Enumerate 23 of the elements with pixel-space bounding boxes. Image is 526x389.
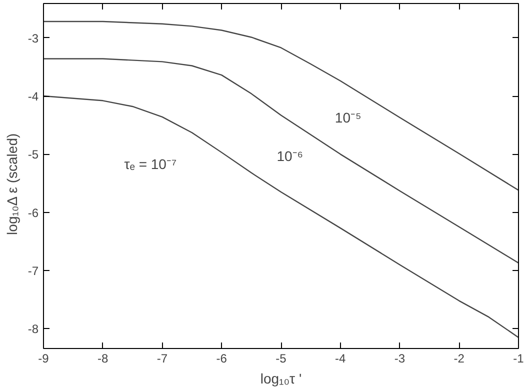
y-tick-label: -4 <box>28 90 39 104</box>
x-axis-title: log₁₀τ ' <box>260 370 302 386</box>
y-tick-label: -8 <box>28 322 39 336</box>
x-tick-label: -6 <box>216 352 228 366</box>
annotation: 10⁻⁶ <box>276 148 304 164</box>
x-tick-label: -3 <box>394 352 406 366</box>
line-series <box>44 58 518 264</box>
y-tick-label: -7 <box>28 264 39 278</box>
x-tick-label: -2 <box>454 352 465 366</box>
y-tick-label: -5 <box>28 148 39 162</box>
x-tick-label: -4 <box>335 352 346 366</box>
x-tick-label: -8 <box>98 352 109 366</box>
y-tick-label: -3 <box>28 31 39 46</box>
annotation: τₑ = 10⁻⁷ <box>124 156 177 172</box>
line-series <box>44 95 518 338</box>
line-series <box>44 20 518 191</box>
y-tick-label: -6 <box>28 206 39 220</box>
x-tick-label: -9 <box>38 352 50 366</box>
annotation: 10⁻⁵ <box>334 110 362 126</box>
y-axis-title: log₁₀Δ ε (scaled) <box>4 133 20 235</box>
x-tick-label: -1 <box>513 352 524 366</box>
x-tick-label: -7 <box>156 352 168 366</box>
x-tick-label: -5 <box>276 352 287 366</box>
